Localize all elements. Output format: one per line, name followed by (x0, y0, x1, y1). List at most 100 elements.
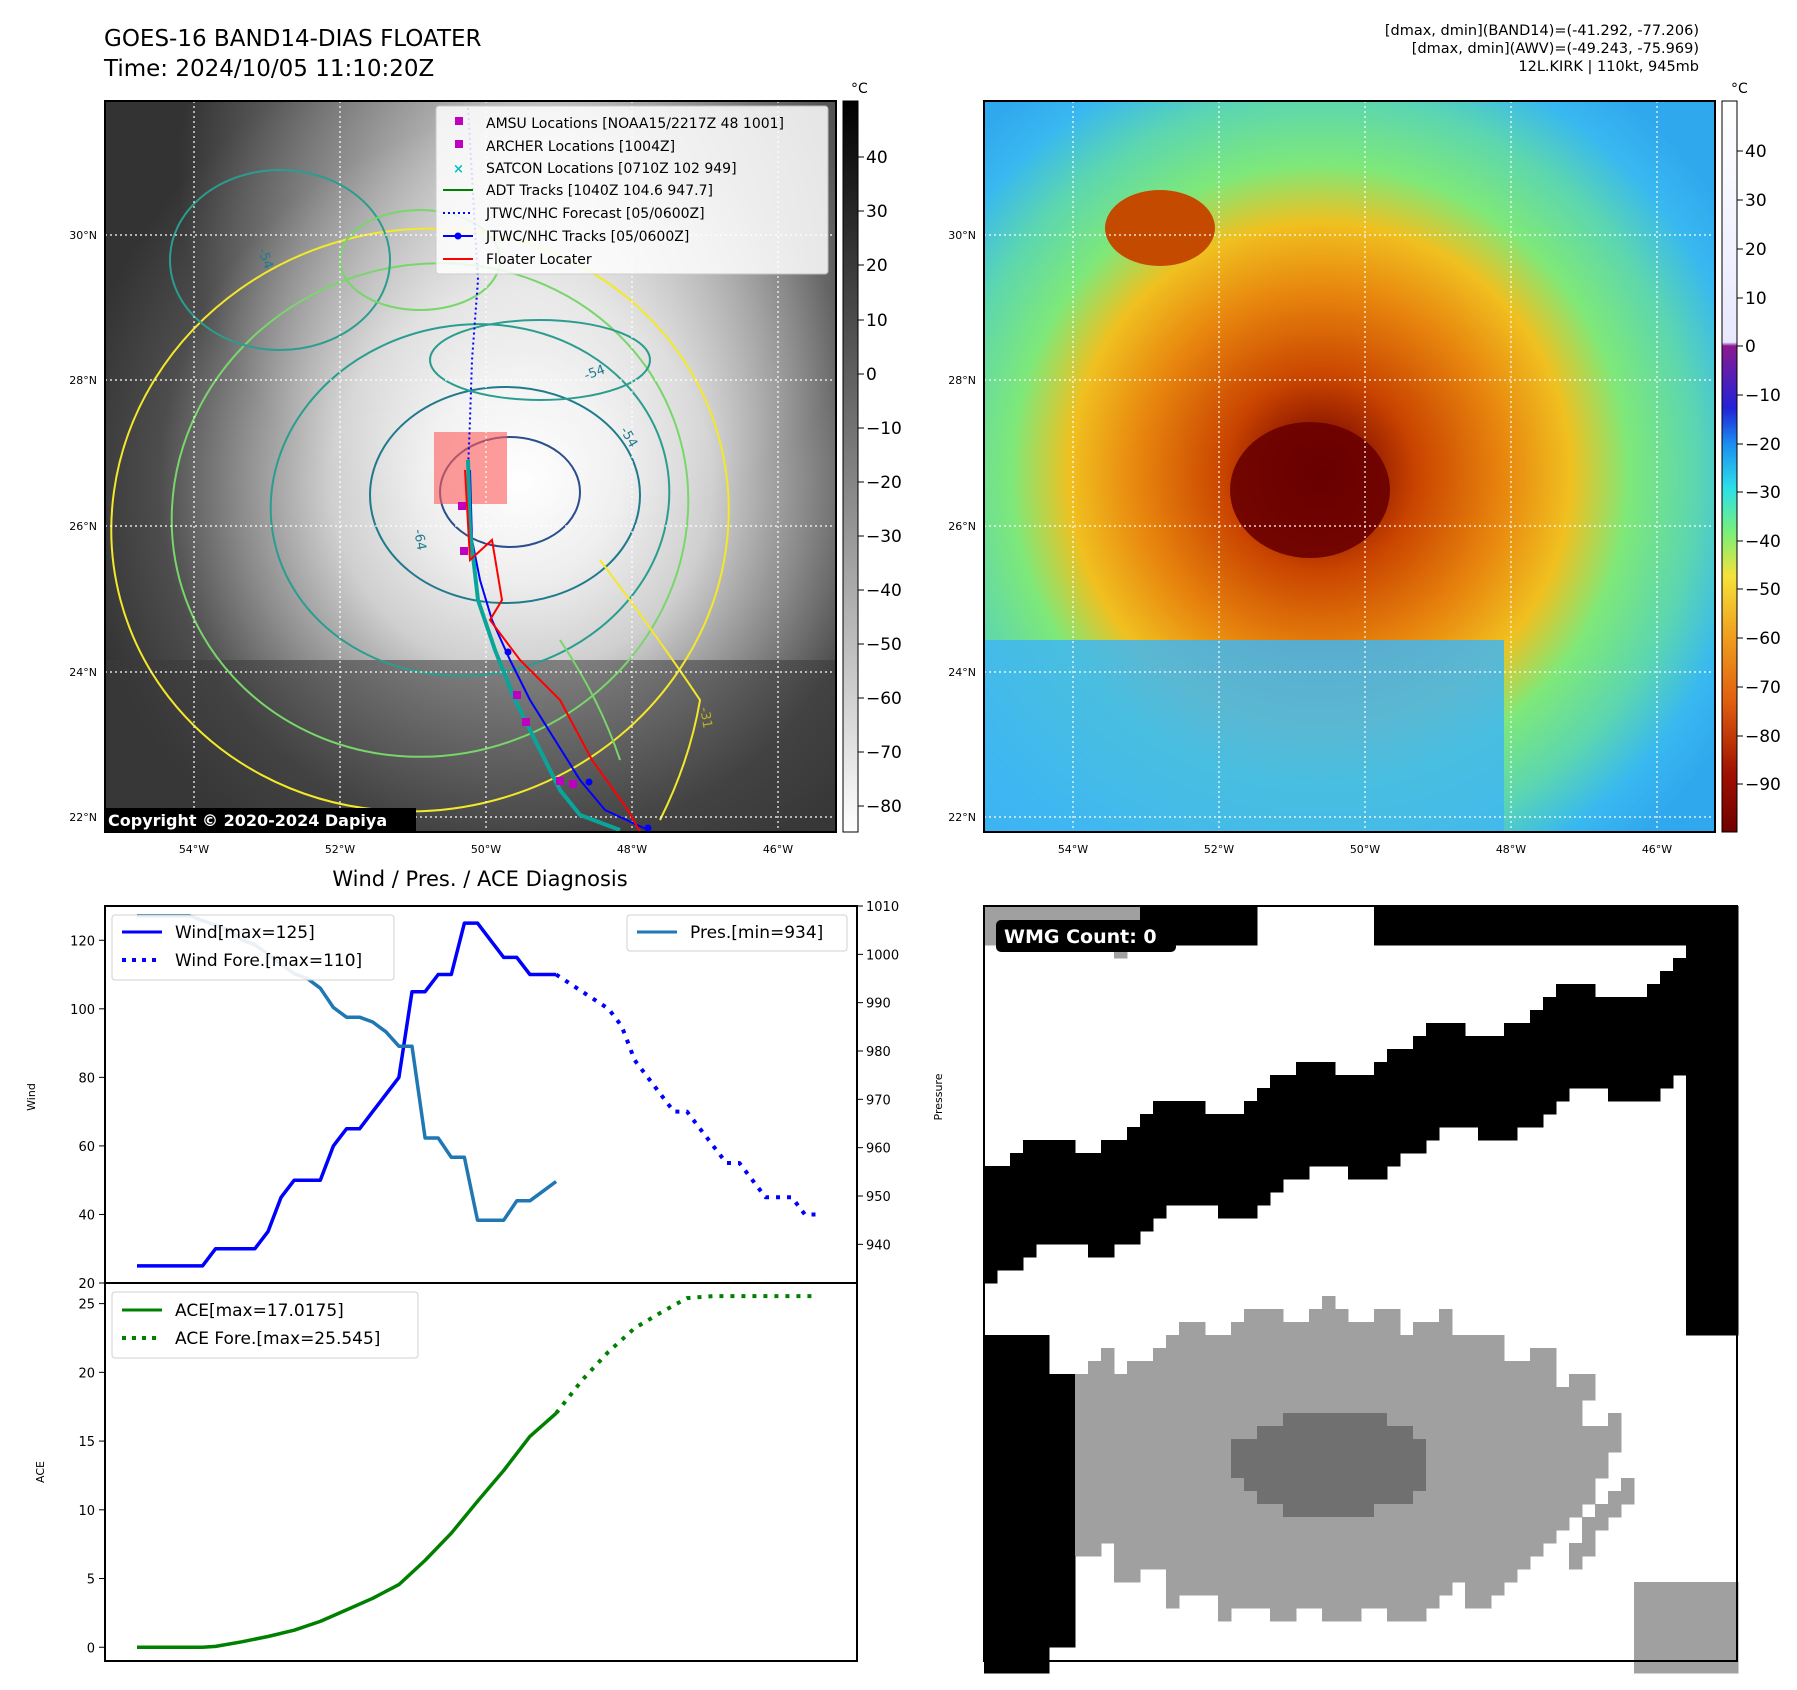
awv-stats: [dmax, dmin](AWV)=(-49.243, -75.969) (1411, 41, 1699, 57)
adt-track (466, 459, 621, 832)
colorbar-tick: 0 (866, 365, 877, 385)
left-lon-labels: 54°W 52°W 50°W 48°W 46°W (179, 843, 793, 856)
wind-axis-label: Wind (25, 1083, 38, 1111)
pressure-tick: 980 (866, 1045, 891, 1060)
colorbar-color (1721, 100, 1738, 833)
colorbar-tick: 40 (1745, 142, 1767, 162)
legend-pressure: Pres.[min=934] (690, 923, 823, 943)
wind-tick: 120 (70, 934, 95, 949)
map-legend: AMSU Locations [NOAA15/2217Z 48 1001] AR… (435, 105, 829, 275)
colorbar-tick: −90 (1745, 775, 1781, 795)
legend-amsu: AMSU Locations [NOAA15/2217Z 48 1001] (486, 116, 784, 132)
colorbar-unit: °C (1731, 81, 1748, 97)
lon-label: 48°W (1496, 843, 1526, 856)
ace-axis-label: ACE (34, 1461, 47, 1483)
lon-label: 50°W (1350, 843, 1380, 856)
ace-ticks: 25 20 15 10 5 0 (78, 1298, 105, 1656)
diagnosis-title: Wind / Pres. / ACE Diagnosis (332, 867, 627, 891)
legend-floater: Floater Locater (486, 252, 592, 268)
colorbar-tick: 30 (866, 202, 888, 222)
contour-label: -54 (582, 362, 607, 383)
lat-label: 22°N (948, 811, 976, 824)
colorbar-tick: −10 (1745, 386, 1781, 406)
stats-header: [dmax, dmin](BAND14)=(-41.292, -77.206) … (1385, 22, 1699, 76)
colorbar-tick: −30 (1745, 483, 1781, 503)
colorbar-tick: −10 (866, 419, 902, 439)
ace-legend: ACE[max=17.0175] ACE Fore.[max=25.545] (111, 1291, 419, 1359)
colorbar-tick: −40 (866, 581, 902, 601)
pressure-tick: 970 (866, 1093, 891, 1108)
colorbar-tick: −60 (866, 689, 902, 709)
pressure-legend: Pres.[min=934] (626, 914, 848, 952)
wind-tick: 60 (78, 1140, 95, 1155)
legend-ace-forecast: ACE Fore.[max=25.545] (175, 1329, 380, 1349)
storm-info: 12L.KIRK | 110kt, 945mb (1518, 59, 1699, 75)
wmg-count-label: WMG Count: 0 (1004, 926, 1157, 948)
legend-wind-forecast: Wind Fore.[max=110] (175, 951, 362, 971)
pressure-tick: 940 (866, 1238, 891, 1253)
title-line-1: GOES-16 BAND14-DIAS FLOATER (104, 26, 482, 52)
colorbar-tick: −60 (1745, 629, 1781, 649)
contour-label: -54 (254, 246, 275, 271)
lat-label: 24°N (69, 666, 97, 679)
pressure-tick: 950 (866, 1190, 891, 1205)
wind-tick: 100 (70, 1003, 95, 1018)
wind-legend: Wind[max=125] Wind Fore.[max=110] (111, 914, 395, 981)
ace-tick: 25 (78, 1298, 95, 1313)
colorbar-tick: 20 (866, 256, 888, 276)
colorbar-tick: −70 (866, 743, 902, 763)
left-lat-labels: 30°N 28°N 26°N 24°N 22°N (69, 229, 97, 824)
title-line-2: Time: 2024/10/05 11:10:20Z (104, 56, 435, 82)
colorbar-tick: −70 (1745, 678, 1781, 698)
lat-label: 24°N (948, 666, 976, 679)
colorbar-tick: −20 (866, 473, 902, 493)
ace-tick: 5 (87, 1573, 95, 1588)
ace-line (137, 1411, 558, 1650)
pressure-tick: 1000 (866, 948, 899, 963)
wind-tick: 20 (78, 1277, 95, 1292)
colorbar-tick: 40 (866, 148, 888, 168)
colorbar-tick: 0 (1745, 337, 1756, 357)
legend-wind: Wind[max=125] (175, 923, 315, 943)
legend-adt: ADT Tracks [1040Z 104.6 947.7] (486, 183, 713, 199)
ace-tick: 10 (78, 1504, 95, 1519)
colorbar-tick: 10 (866, 311, 888, 331)
ace-forecast-line (554, 1294, 818, 1415)
lat-label: 28°N (948, 374, 976, 387)
colorbar-tick: 10 (1745, 289, 1767, 309)
lon-label: 54°W (179, 843, 209, 856)
rgb-satellite-panel (984, 101, 1715, 832)
figure-title: GOES-16 BAND14-DIAS FLOATER Time: 2024/1… (104, 24, 482, 84)
right-lon-labels: 54°W 52°W 50°W 48°W 46°W (1058, 843, 1672, 856)
wind-tick: 80 (78, 1071, 95, 1086)
pressure-tick: 1010 (866, 900, 899, 915)
colorbar-tick: −50 (866, 635, 902, 655)
colorbar-tick: −50 (1745, 580, 1781, 600)
colorbar-tick: −30 (866, 527, 902, 547)
ace-tick: 20 (78, 1366, 95, 1381)
pressure-axis-label: Pressure (932, 1073, 945, 1120)
legend-satcon: SATCON Locations [0710Z 102 949] (486, 161, 737, 177)
colorbar-tick: 20 (1745, 240, 1767, 260)
best-track (469, 469, 649, 831)
colorbar-tick: 30 (1745, 191, 1767, 211)
legend-archer: ARCHER Locations [1004Z] (486, 139, 675, 155)
ace-tick: 15 (78, 1435, 95, 1450)
contour-label: -64 (410, 528, 428, 552)
lat-label: 26°N (69, 520, 97, 533)
lon-label: 52°W (325, 843, 355, 856)
lat-label: 26°N (948, 520, 976, 533)
wind-tick: 40 (78, 1208, 95, 1223)
colorbar-tick: −40 (1745, 532, 1781, 552)
legend-tracks: JTWC/NHC Tracks [05/0600Z] (485, 229, 689, 245)
pressure-tick: 960 (866, 1142, 891, 1157)
colorbar-left-ticks: 40 30 20 10 0 −10 −20 −30 −40 −50 −60 −70 −80 (858, 148, 902, 817)
lon-label: 52°W (1204, 843, 1234, 856)
colorbar-tick: −20 (1745, 435, 1781, 455)
colorbar-unit: °C (851, 81, 868, 97)
legend-forecast: JTWC/NHC Forecast [05/0600Z] (485, 206, 705, 222)
lat-label: 30°N (948, 229, 976, 242)
copyright-label: Copyright © 2020-2024 Dapiya (108, 811, 387, 830)
ace-tick: 0 (87, 1641, 95, 1656)
